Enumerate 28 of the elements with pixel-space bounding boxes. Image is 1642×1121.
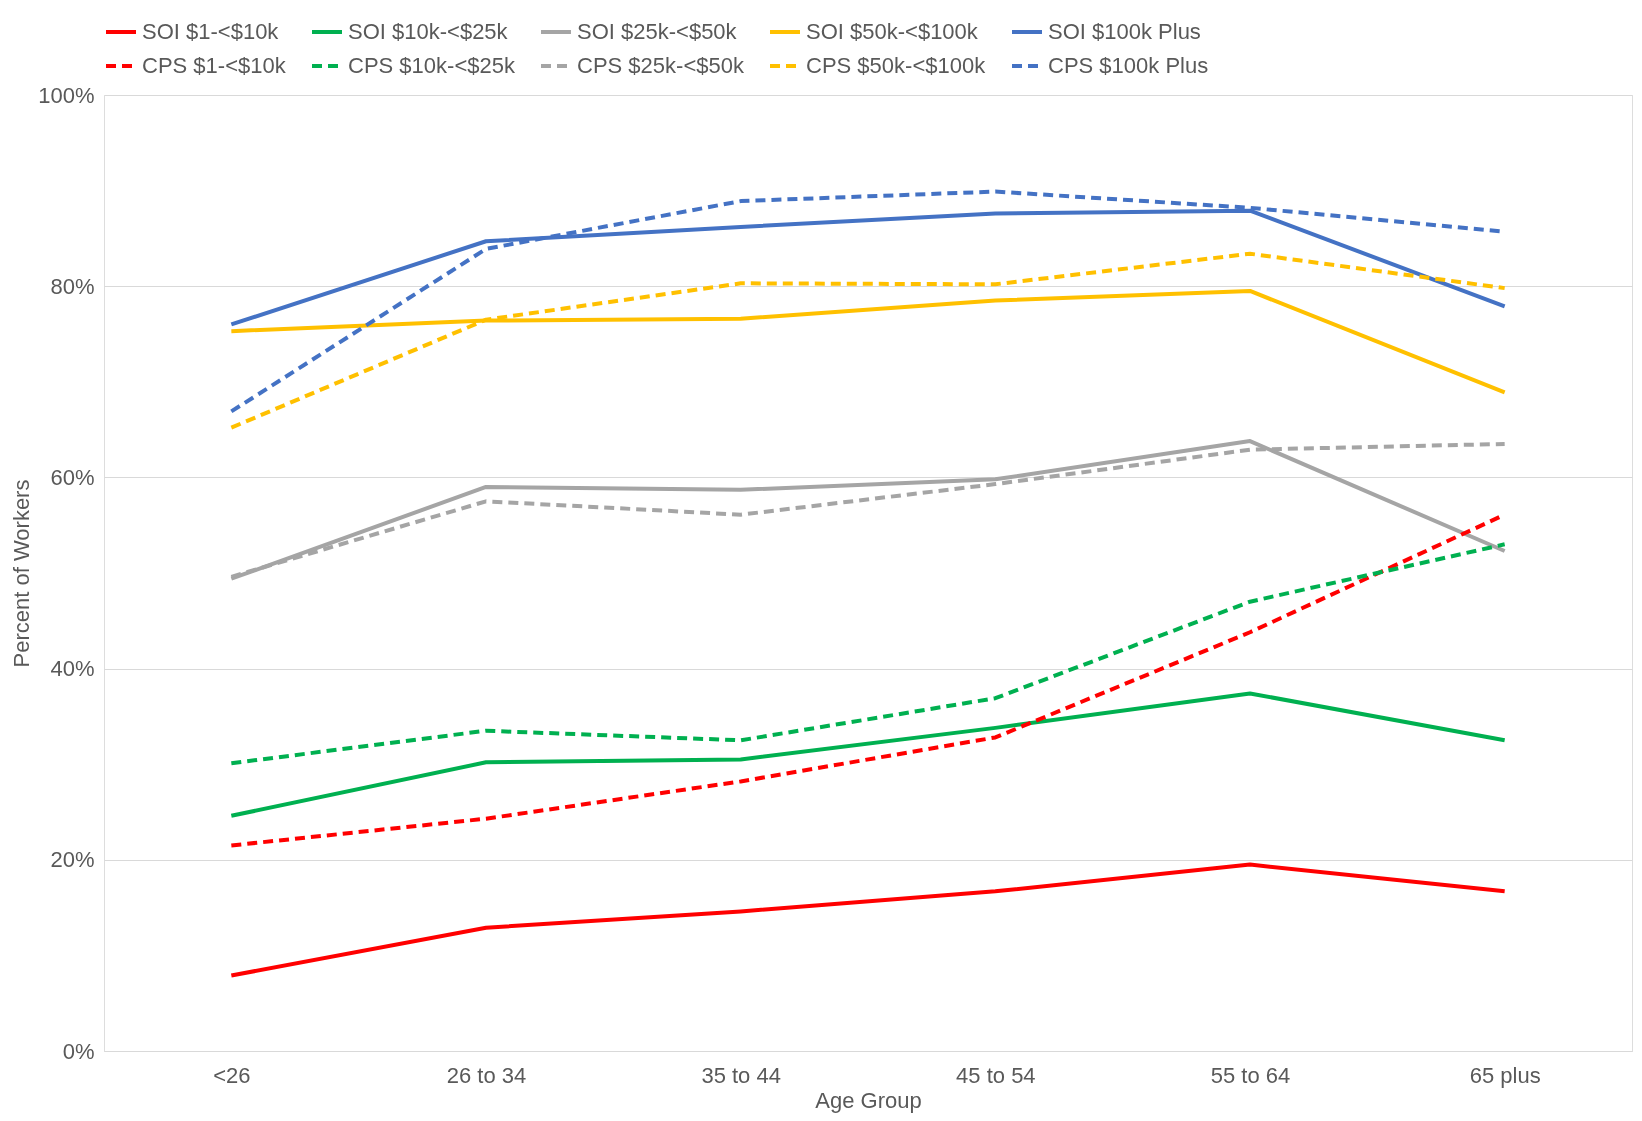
y-tick-label: 80% bbox=[50, 273, 95, 299]
line-series bbox=[229, 862, 1507, 978]
x-tick-label: 55 to 64 bbox=[1210, 1062, 1291, 1088]
y-axis-title: Percent of Workers bbox=[9, 479, 35, 668]
legend-label: CPS $25k-<$50k bbox=[577, 53, 745, 78]
legend-label: SOI $100k Plus bbox=[1048, 19, 1201, 44]
line-series bbox=[229, 542, 1507, 766]
x-tick-label: <26 bbox=[213, 1062, 251, 1088]
legend-label: SOI $25k-<$50k bbox=[577, 19, 738, 44]
y-tick-label: 20% bbox=[50, 847, 95, 873]
legend-label: CPS $1-<$10k bbox=[142, 53, 287, 78]
x-tick-label: 65 plus bbox=[1469, 1062, 1541, 1088]
y-tick-label: 0% bbox=[62, 1038, 95, 1064]
line-series bbox=[229, 251, 1507, 430]
x-tick-label: 45 to 54 bbox=[956, 1062, 1036, 1088]
legend-label: CPS $100k Plus bbox=[1048, 53, 1209, 78]
legend-label: SOI $10k-<$25k bbox=[348, 19, 509, 44]
x-tick-label: 26 to 34 bbox=[446, 1062, 527, 1088]
legend-label: SOI $1-<$10k bbox=[142, 19, 280, 44]
y-tick-label: 40% bbox=[50, 656, 95, 682]
y-tick-label: 60% bbox=[50, 464, 95, 490]
legend-label: CPS $50k-<$100k bbox=[806, 53, 987, 78]
x-axis-title: Age Group bbox=[815, 1087, 922, 1113]
legend-label: SOI $50k-<$100k bbox=[806, 19, 979, 44]
x-tick-label: 35 to 44 bbox=[701, 1062, 781, 1088]
legend-label: CPS $10k-<$25k bbox=[348, 53, 516, 78]
line-series bbox=[229, 691, 1507, 818]
y-tick-label: 100% bbox=[38, 82, 95, 108]
